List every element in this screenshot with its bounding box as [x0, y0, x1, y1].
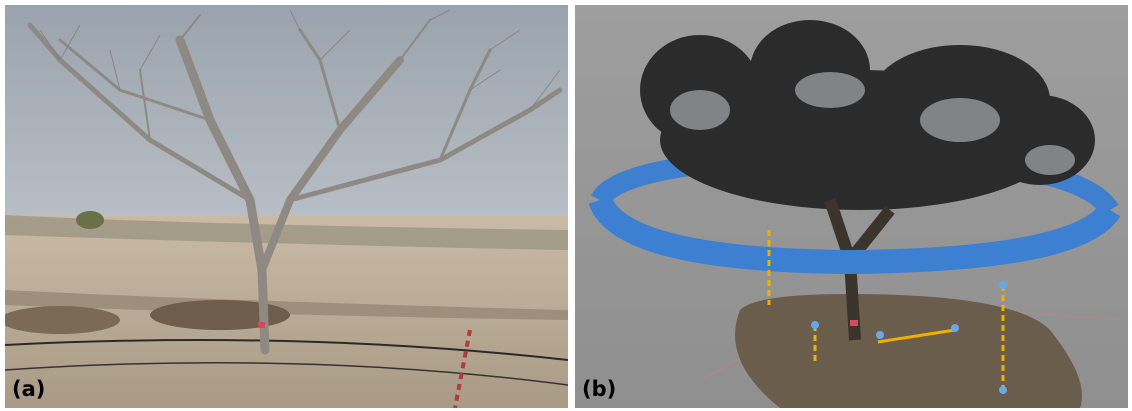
figure: (a) — [0, 0, 1132, 411]
panel-a: (a) — [0, 5, 568, 408]
panel-b: (b) — [575, 5, 1128, 408]
figure-svg: (a) — [0, 0, 1132, 411]
panel-label: (a) — [12, 377, 45, 401]
panel-label: (b) — [582, 377, 616, 401]
